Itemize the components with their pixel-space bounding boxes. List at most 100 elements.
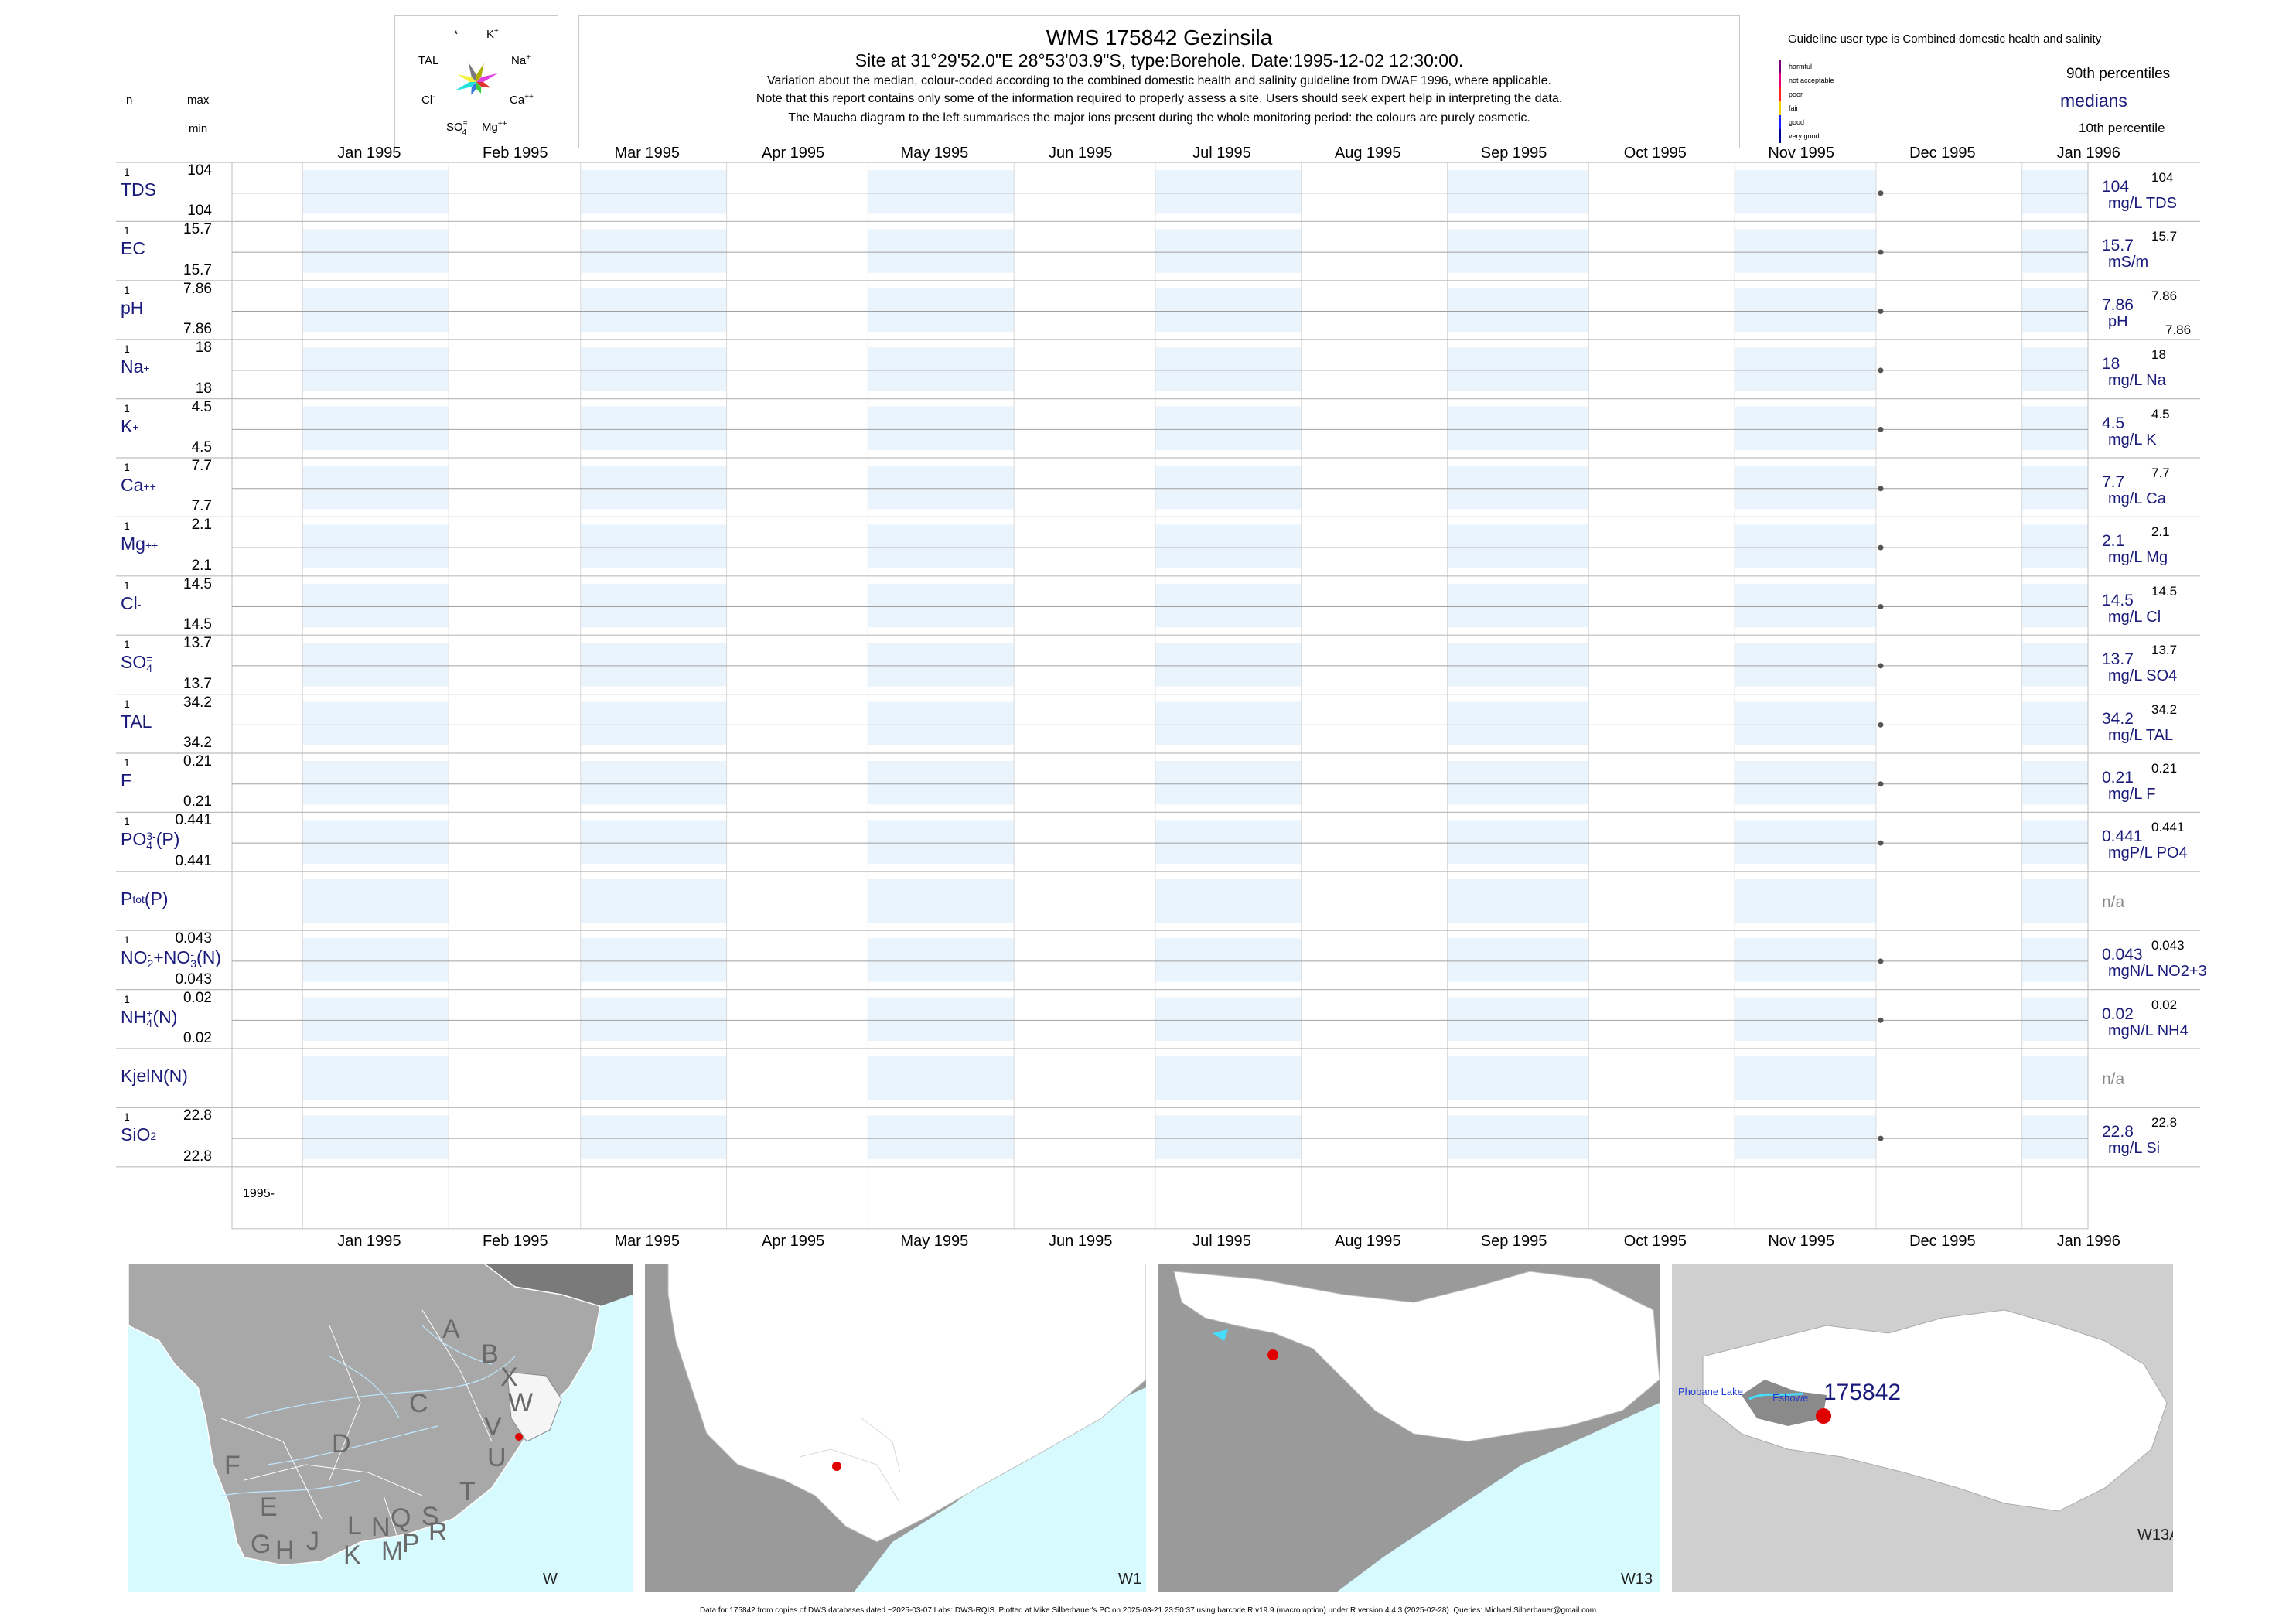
note-3: The Maucha diagram to the left summarise… [788,111,1530,125]
x-tick-label-bottom: Nov 1995 [1768,1233,1834,1250]
month-band [302,1115,449,1159]
svg-text:L: L [347,1511,362,1540]
month-band [1735,997,1876,1041]
row-median: 104 [2102,178,2130,196]
month-band [1447,938,1589,982]
row-unit: mg/L K [2108,431,2157,449]
x-tick-label-top: Mar 1995 [615,145,681,162]
guideline-title: Guideline user type is Combined domestic… [1788,32,2102,46]
p90-legend-label: 90th percentiles [2066,66,2171,82]
svg-text:H: H [275,1536,295,1565]
month-band [1447,701,1589,745]
month-band [1447,229,1589,273]
month-band [1447,347,1589,391]
x-tick-label-top: Jan 1995 [337,145,401,162]
month-band [1155,466,1302,510]
row-unit: pH [2108,312,2128,330]
row-p90: 0.441 [2151,820,2185,835]
row-max: 13.7 [183,635,212,652]
month-band [868,761,1015,805]
month-band [2021,701,2088,745]
row-p90: 13.7 [2151,643,2178,658]
month-band [1155,643,1302,687]
map-w: A B X C W V U D T F E G H J K L N M Q P … [128,1264,633,1592]
data-point [1878,722,1884,728]
row-p90: 2.1 [2151,524,2170,540]
data-point [1878,544,1884,551]
x-tick-label-bottom: Jan 1996 [2057,1233,2120,1250]
month-band [2021,1115,2088,1159]
month-band [1735,879,1876,923]
x-tick-label-top: Jan 1996 [2057,145,2120,162]
month-band [302,643,449,687]
time-series-chart: Jan 1995 Feb 1995 Mar 1995 Apr 1995 May 1995… [116,145,2200,1250]
maucha-so4-label: SO= 4 [446,119,468,137]
month-band [580,170,727,214]
month-band [1735,761,1876,805]
row-min: 4.5 [191,439,212,455]
svg-text:W: W [508,1388,533,1418]
row-n: 1 [124,520,130,533]
svg-text:J: J [306,1527,319,1556]
month-band [2021,997,2088,1041]
month-band [1155,170,1302,214]
svg-text:S: S [421,1502,439,1531]
svg-text:K: K [343,1540,361,1570]
maucha-petal [468,62,476,82]
maucha-petal [457,74,476,82]
row-label: NO -2 +NO -3 (N) [121,947,221,971]
month-band [580,229,727,273]
row-median: 0.441 [2102,827,2143,846]
map-w13a: Phobane Lake Eshowe 175842 W13A [1672,1264,2173,1592]
row-label: TAL [121,711,152,732]
maucha-na-label: Na+ [511,53,531,67]
month-band [580,820,727,864]
row-label: K + [121,415,139,436]
row-n: 1 [124,815,130,828]
month-band [1447,1115,1589,1159]
x-tick-label-bottom: Jul 1995 [1192,1233,1251,1250]
month-band [868,347,1015,391]
month-band [580,583,727,628]
month-shading [302,170,2088,1159]
month-band [868,1115,1015,1159]
row-unit: mS/m [2108,254,2149,271]
month-band [302,701,449,745]
row-p90: 22.8 [2151,1115,2178,1131]
row-label: PO 3- 4 (P) [121,829,180,852]
row-label: Cl - [121,592,142,613]
row-unit: mg/L Na [2108,372,2166,390]
month-band [1735,938,1876,982]
row-median: 14.5 [2102,591,2134,609]
map-w-corner: W [543,1571,558,1588]
row-n: 1 [124,461,130,473]
month-band [580,406,727,450]
row-n: 1 [124,933,130,947]
row-p90: 14.5 [2151,583,2178,599]
row-median: 2.1 [2102,532,2125,551]
svg-text:B: B [481,1339,499,1369]
data-point [1878,1017,1884,1023]
row-n: 1 [124,1111,130,1124]
row-unit: mg/L SO4 [2108,667,2178,685]
guideline-swatch [1779,73,1781,87]
month-band [1735,643,1876,687]
data-point [1878,486,1884,492]
month-band [1155,820,1302,864]
row-max: 0.02 [183,989,212,1006]
row-p90: 7.86 [2151,288,2178,303]
row-max: 7.86 [183,280,212,297]
month-band [580,701,727,745]
month-band [580,1115,727,1159]
svg-text:V: V [484,1412,502,1441]
month-band [302,1056,449,1100]
guideline-category: good [1779,115,1804,129]
month-band [1155,997,1302,1041]
map-w13: W13 [1158,1264,1660,1592]
month-band [868,997,1015,1041]
guideline-category: harmful [1779,60,1812,73]
x-tick-label-top: Nov 1995 [1768,145,1834,162]
month-band [868,170,1015,214]
row-p90: 4.5 [2151,406,2170,421]
month-band [1155,583,1302,628]
